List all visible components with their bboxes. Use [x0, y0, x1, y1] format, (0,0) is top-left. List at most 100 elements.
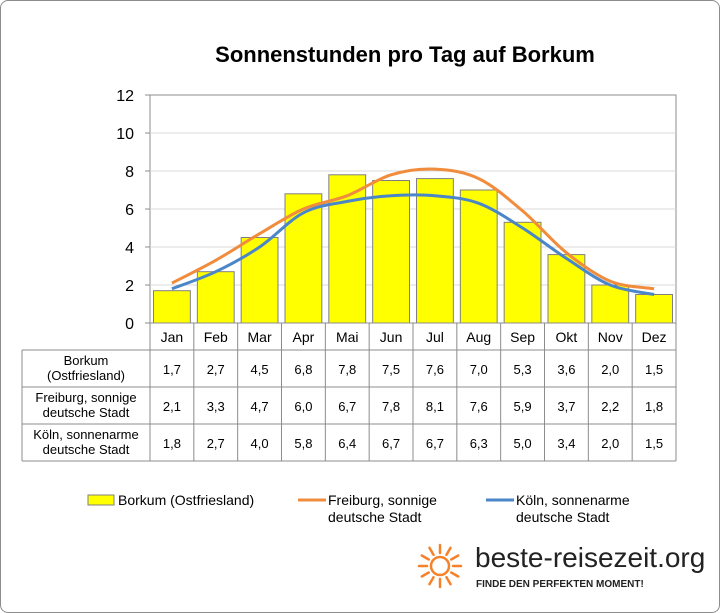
- sun-icon: [417, 543, 463, 589]
- series-lines: [171, 167, 655, 296]
- chart-title: Sonnenstunden pro Tag auf Borkum: [215, 42, 595, 67]
- series-line: [171, 193, 655, 296]
- y-tick-label: 6: [125, 202, 134, 219]
- table-cell: 2,0: [601, 436, 619, 451]
- table-cell: 6,0: [294, 399, 312, 414]
- y-axis-ticks: 0 2 4 6 8 10 12: [116, 88, 134, 333]
- legend-label: deutsche Stadt: [516, 509, 610, 525]
- bar: [635, 294, 673, 324]
- legend-label: Freiburg, sonnige: [328, 492, 437, 508]
- row-label: deutsche Stadt: [43, 405, 130, 420]
- table-cell: 4,7: [251, 399, 269, 414]
- branding[interactable]: beste-reisezeit.org FINDE DEN PERFEKTEN …: [417, 542, 705, 590]
- table-cell: 7,6: [470, 399, 488, 414]
- table-cell: 4,0: [251, 436, 269, 451]
- y-tick-label: 2: [125, 278, 134, 295]
- table-cell: 5,8: [294, 436, 312, 451]
- y-tick-label: 10: [116, 126, 134, 143]
- table-cell: 5,9: [514, 399, 532, 414]
- table-cell: 1,8: [163, 436, 181, 451]
- legend: Borkum (Ostfriesland) Freiburg, sonnigede…: [87, 492, 630, 525]
- brand-tagline: FINDE DEN PERFEKTEN MOMENT!: [476, 579, 644, 590]
- bar: [503, 221, 542, 324]
- category-label: Sep: [510, 329, 535, 345]
- category-label: Dez: [642, 329, 667, 345]
- table-cell: 6,3: [470, 436, 488, 451]
- table-cell: 1,8: [645, 399, 663, 414]
- row-label: Köln, sonnenarme: [33, 427, 139, 442]
- sun-ray: [420, 571, 430, 578]
- row-label: deutsche Stadt: [43, 442, 130, 457]
- category-label: Aug: [466, 329, 491, 345]
- table-cell: 7,8: [338, 362, 356, 377]
- table-cell: 6,8: [294, 362, 312, 377]
- table-cell: 6,7: [338, 399, 356, 414]
- table-cell: 6,7: [382, 436, 400, 451]
- row-label: Borkum: [64, 353, 109, 368]
- table-cell: 7,6: [426, 362, 444, 377]
- bar: [196, 271, 235, 324]
- sun-ray: [420, 554, 430, 561]
- brand-name: beste-reisezeit.org: [475, 542, 705, 573]
- table-cell: 4,5: [251, 362, 269, 377]
- table-cell: 7,0: [470, 362, 488, 377]
- bar: [547, 254, 586, 324]
- series-line: [171, 167, 655, 291]
- category-label: Apr: [293, 329, 315, 345]
- bar: [416, 178, 454, 324]
- legend-label: deutsche Stadt: [328, 509, 422, 525]
- sun-ray: [450, 554, 460, 561]
- bar: [591, 284, 630, 324]
- row-label: Freiburg, sonnige: [35, 390, 136, 405]
- legend-label: Borkum (Ostfriesland): [118, 492, 254, 508]
- table-cell: 2,7: [207, 362, 225, 377]
- bars: [153, 174, 673, 324]
- category-label: Mar: [248, 329, 272, 345]
- category-label: Nov: [598, 329, 623, 345]
- y-tick-label: 8: [125, 164, 134, 181]
- table-cell: 2,0: [601, 362, 619, 377]
- row-label: (Ostfriesland): [47, 368, 125, 383]
- sun-ray: [450, 571, 460, 578]
- table-cell: 6,7: [426, 436, 444, 451]
- bar: [153, 290, 191, 324]
- sun-ray: [445, 546, 452, 556]
- bar: [240, 237, 279, 324]
- table-cell: 2,7: [207, 436, 225, 451]
- table-cell: 1,5: [645, 362, 663, 377]
- category-label: Jan: [161, 329, 184, 345]
- sun-ray: [428, 576, 435, 586]
- table-cell: 6,4: [338, 436, 356, 451]
- category-label: Jul: [426, 329, 444, 345]
- category-label: Mai: [336, 329, 359, 345]
- table-cell: 7,5: [382, 362, 400, 377]
- table-cell: 5,0: [514, 436, 532, 451]
- category-label: Jun: [380, 329, 403, 345]
- y-tick-label: 4: [125, 240, 134, 257]
- table-cell: 1,7: [163, 362, 181, 377]
- table-cell: 2,2: [601, 399, 619, 414]
- table-cell: 1,5: [645, 436, 663, 451]
- bar: [372, 180, 410, 324]
- table-cell: 3,3: [207, 399, 225, 414]
- sun-ray: [445, 576, 452, 586]
- bar: [459, 189, 498, 324]
- table-cell: 8,1: [426, 399, 444, 414]
- y-tick-label: 12: [116, 88, 134, 105]
- sun-ray: [428, 546, 435, 556]
- table-cell: 3,4: [557, 436, 575, 451]
- y-tick-label: 0: [125, 316, 134, 333]
- category-label: Okt: [556, 329, 578, 345]
- table-cell: 3,6: [557, 362, 575, 377]
- legend-swatch: [87, 494, 115, 506]
- table-cell: 3,7: [557, 399, 575, 414]
- legend-label: Köln, sonnenarme: [516, 492, 630, 508]
- category-label: Feb: [204, 329, 228, 345]
- data-table: Jan Feb Mar Apr Mai Jun Jul Aug Sep Okt Nov Dez Bork…: [21, 322, 677, 462]
- sun-core: [429, 555, 451, 577]
- gridlines: [145, 94, 677, 324]
- table-cell: 5,3: [514, 362, 532, 377]
- table-cell: 7,8: [382, 399, 400, 414]
- table-cell: 2,1: [163, 399, 181, 414]
